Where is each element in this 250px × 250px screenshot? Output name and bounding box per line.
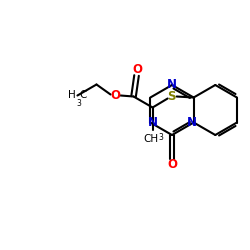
Text: 3: 3 bbox=[76, 98, 81, 108]
Text: H: H bbox=[68, 90, 76, 101]
Text: O: O bbox=[132, 63, 142, 76]
Text: N: N bbox=[148, 116, 158, 129]
Text: O: O bbox=[110, 89, 120, 102]
Text: S: S bbox=[168, 90, 176, 103]
Text: C: C bbox=[80, 90, 87, 101]
Text: N: N bbox=[187, 116, 197, 129]
Text: O: O bbox=[167, 158, 177, 172]
Text: CH: CH bbox=[143, 134, 158, 143]
Text: 3: 3 bbox=[158, 134, 164, 142]
Text: N: N bbox=[167, 78, 177, 90]
